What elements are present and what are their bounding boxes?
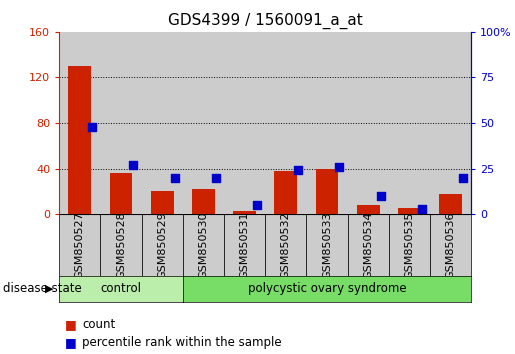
Bar <box>183 32 224 214</box>
Bar <box>265 214 306 276</box>
Bar <box>389 214 430 276</box>
Text: count: count <box>82 318 116 331</box>
Point <box>170 175 179 181</box>
Point <box>88 124 96 130</box>
Text: control: control <box>100 282 142 295</box>
Text: disease state: disease state <box>3 282 81 295</box>
Bar <box>100 214 142 276</box>
Text: GSM850533: GSM850533 <box>322 211 332 279</box>
Bar <box>398 209 421 214</box>
Bar <box>151 192 174 214</box>
Text: GSM850530: GSM850530 <box>198 211 209 279</box>
Text: ■: ■ <box>64 318 76 331</box>
Bar <box>224 214 265 276</box>
Point <box>253 202 261 208</box>
Text: ■: ■ <box>64 336 76 349</box>
Bar <box>59 214 100 276</box>
Bar <box>430 214 471 276</box>
Bar <box>348 214 389 276</box>
Bar <box>192 189 215 214</box>
Bar <box>183 214 224 276</box>
Bar <box>439 194 462 214</box>
Text: GSM850532: GSM850532 <box>281 211 291 279</box>
Bar <box>265 32 306 214</box>
Bar <box>348 32 389 214</box>
Bar <box>142 32 183 214</box>
Bar <box>233 211 256 214</box>
Text: GSM850534: GSM850534 <box>363 211 373 279</box>
Bar <box>274 171 297 214</box>
Bar <box>142 214 183 276</box>
Point <box>294 167 302 173</box>
Bar <box>357 205 380 214</box>
Bar <box>110 173 132 214</box>
Text: GSM850536: GSM850536 <box>445 211 456 279</box>
Point <box>335 164 344 170</box>
Bar <box>306 32 348 214</box>
Title: GDS4399 / 1560091_a_at: GDS4399 / 1560091_a_at <box>168 13 363 29</box>
Bar <box>59 32 100 214</box>
Bar <box>224 32 265 214</box>
Text: GSM850527: GSM850527 <box>75 211 85 279</box>
Text: GSM850531: GSM850531 <box>239 211 250 279</box>
Point <box>418 206 426 212</box>
Text: GSM850528: GSM850528 <box>116 211 126 279</box>
Text: ▶: ▶ <box>45 284 53 294</box>
Point <box>212 175 220 181</box>
Text: GSM850529: GSM850529 <box>157 211 167 279</box>
Text: polycystic ovary syndrome: polycystic ovary syndrome <box>248 282 406 295</box>
Point <box>459 175 467 181</box>
Bar <box>100 32 142 214</box>
Point <box>129 162 138 168</box>
Bar <box>316 169 338 214</box>
Text: GSM850535: GSM850535 <box>404 211 415 279</box>
Bar <box>68 66 91 214</box>
Bar <box>306 214 348 276</box>
Bar <box>389 32 430 214</box>
Point <box>376 193 385 199</box>
Bar <box>430 32 471 214</box>
Text: percentile rank within the sample: percentile rank within the sample <box>82 336 282 349</box>
